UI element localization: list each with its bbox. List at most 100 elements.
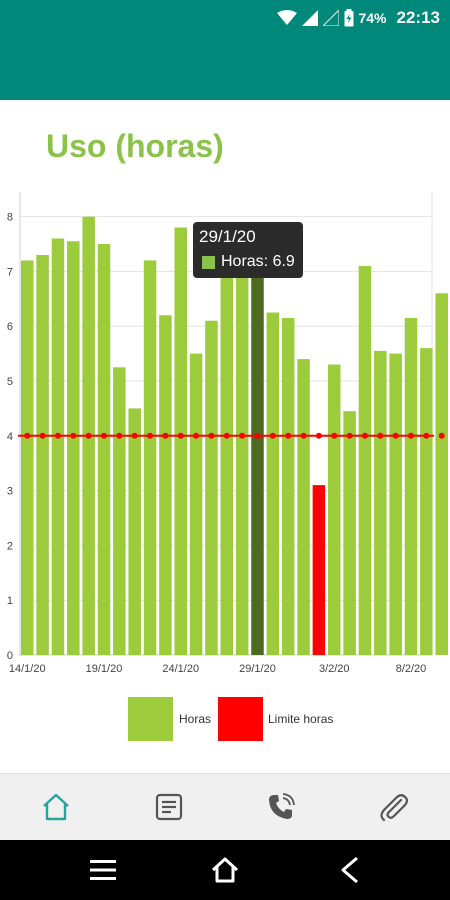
home-icon[interactable] [38,788,74,826]
limit-point [223,432,230,439]
limit-point [361,432,368,439]
limit-point [346,432,353,439]
status-icons: 74% 22:13 [272,7,440,29]
x-tick-label: 3/2/20 [319,663,350,675]
x-tick-label: 19/1/20 [86,663,123,675]
limit-point [54,432,61,439]
bar [374,350,387,655]
bar [281,317,295,655]
limit-point [147,432,154,439]
battery-charging-icon [344,9,354,27]
document-icon[interactable] [151,788,187,826]
limit-point [254,432,261,439]
phone-icon[interactable] [263,788,299,826]
bar [159,315,172,655]
bar [36,254,49,655]
bar [404,317,418,655]
bar [67,241,80,655]
y-tick-label: 1 [7,595,13,607]
y-tick-label: 4 [7,431,13,443]
x-tick-label: 24/1/20 [162,663,199,675]
bar [328,364,341,655]
limit-point [177,432,184,439]
bar [297,359,310,655]
bar [97,244,111,655]
bar [128,408,141,655]
limit-point [438,432,445,439]
bar [389,353,402,655]
limit-point [85,432,92,439]
system-navigation-bar [0,840,450,900]
x-tick-label: 14/1/20 [9,663,46,675]
limit-point [208,432,215,439]
limit-point [269,432,276,439]
bar [113,367,126,655]
limit-point [300,432,307,439]
legend-swatch-horas [128,697,173,741]
limit-point [39,432,46,439]
limit-point [131,432,138,439]
menu-icon[interactable] [86,854,120,886]
legend-swatch-limite [218,697,263,741]
back-icon[interactable] [333,854,367,886]
limit-point [193,432,200,439]
bar [220,265,234,655]
clock: 22:13 [396,8,440,27]
legend-label-limite: Limite horas [268,712,334,726]
limit-point [70,432,77,439]
bar [420,348,433,655]
y-tick-label: 8 [7,212,13,224]
y-tick-label: 3 [7,486,13,498]
bar [343,411,356,655]
bar [174,227,187,655]
limit-point [392,432,399,439]
limit-point [423,432,430,439]
bar [21,260,34,655]
y-tick-label: 6 [7,321,13,333]
legend-label-horas: Horas [179,712,212,726]
bar [251,276,264,655]
tooltip-date: 29/1/20 [199,227,256,246]
tooltip-value: Horas: 6.9 [221,253,295,270]
limit-point [239,432,246,439]
bar [358,265,372,655]
usage-chart[interactable]: 0 1 2 3 4 5 6 7 8 14/1/20 19/1/20 24/1/20 29/1/20 3/… [0,180,450,680]
limit-point [408,432,414,439]
limit-point [116,432,123,439]
limit-point [315,432,322,439]
limit-point [285,432,292,439]
bar [51,238,65,655]
tooltip-swatch [202,255,215,269]
chart-tooltip: 29/1/20 Horas: 6.9 [193,222,303,278]
home-outline-icon[interactable] [208,854,242,886]
bar [143,260,157,655]
bar [235,265,249,655]
y-tick-label: 0 [7,650,13,662]
bar [205,320,218,655]
chart-legend: Horas Limite horas [0,697,450,741]
bottom-navigation [0,773,450,840]
limit-line [18,432,445,439]
app-header: 74% 22:13 [0,0,450,100]
limit-point [331,432,338,439]
y-tick-label: 2 [7,540,13,552]
bar [312,485,326,655]
x-tick-label: 8/2/20 [396,663,427,675]
x-axis: 14/1/20 19/1/20 24/1/20 29/1/20 3/2/20 8/2/20 [9,663,426,675]
battery-percent: 74% [358,10,387,26]
tooltip-row: Horas: 6.9 [202,253,295,271]
y-tick-label: 7 [7,266,13,278]
attachment-icon[interactable] [376,788,412,826]
y-axis: 0 1 2 3 4 5 6 7 8 [7,212,13,662]
wifi-icon [277,10,298,26]
chart-bars [21,216,448,655]
limit-point [377,432,384,439]
y-tick-label: 5 [7,376,13,388]
page-title: Uso (horas) [46,128,224,164]
limit-point [162,432,169,439]
bar [435,293,448,655]
bar [189,353,203,655]
x-tick-label: 29/1/20 [239,663,276,675]
limit-point [24,432,31,439]
signal-empty-icon [323,10,340,26]
